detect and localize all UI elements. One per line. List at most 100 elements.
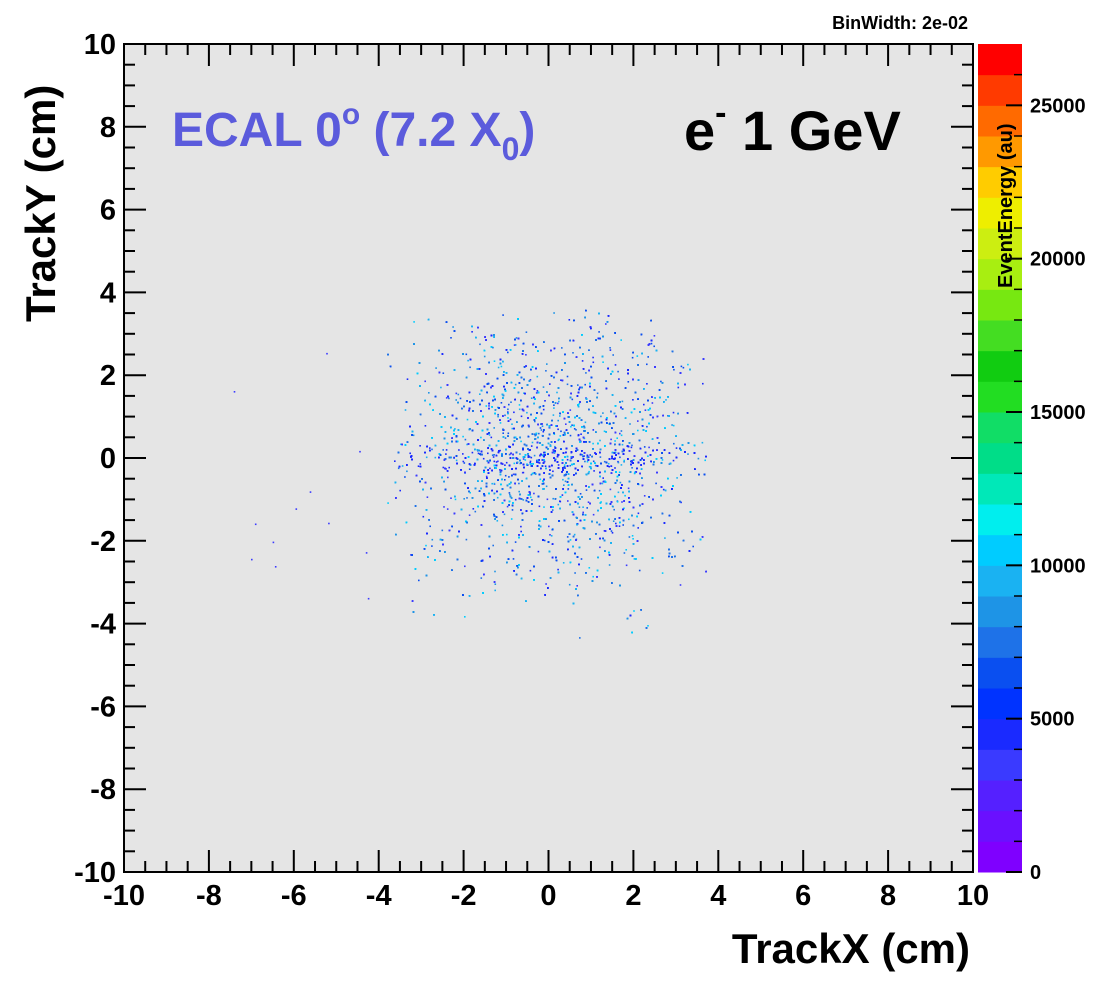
hit-point bbox=[557, 464, 560, 466]
hit-point bbox=[541, 425, 544, 427]
hit-point bbox=[587, 456, 590, 458]
hit-point bbox=[406, 378, 409, 380]
hit-point bbox=[618, 471, 621, 474]
hit-point bbox=[671, 424, 673, 426]
hit-point bbox=[582, 455, 584, 458]
hit-point bbox=[463, 498, 465, 500]
hit-point bbox=[637, 527, 639, 529]
hit-point bbox=[494, 589, 496, 592]
hit-point bbox=[557, 428, 559, 431]
hit-point bbox=[431, 545, 433, 547]
hit-point bbox=[622, 524, 624, 526]
hit-point bbox=[646, 383, 648, 385]
hit-point bbox=[623, 459, 625, 462]
hit-point bbox=[513, 344, 516, 346]
hit-point bbox=[588, 349, 590, 351]
hit-point bbox=[464, 616, 466, 618]
hit-point bbox=[543, 539, 546, 542]
hit-point bbox=[565, 423, 567, 425]
hit-point bbox=[429, 447, 431, 449]
hit-point bbox=[553, 433, 556, 435]
hit-point bbox=[552, 470, 554, 473]
hit-point bbox=[655, 482, 657, 485]
hit-point bbox=[602, 361, 604, 363]
hit-point bbox=[462, 460, 465, 463]
hit-point bbox=[431, 448, 433, 451]
hit-point bbox=[442, 449, 444, 451]
hit-point bbox=[610, 438, 612, 441]
hit-point bbox=[673, 442, 675, 445]
hit-point bbox=[424, 425, 427, 427]
hit-point bbox=[387, 502, 389, 504]
hit-point bbox=[526, 411, 528, 414]
hit-point bbox=[493, 427, 495, 429]
hit-point bbox=[662, 488, 665, 491]
hit-point bbox=[400, 443, 402, 446]
hit-point bbox=[497, 413, 499, 416]
hit-point bbox=[479, 393, 481, 395]
hit-point bbox=[604, 480, 606, 482]
hit-point bbox=[477, 452, 480, 455]
hit-point bbox=[618, 378, 620, 380]
hit-point bbox=[557, 402, 559, 405]
hit-point bbox=[466, 418, 469, 421]
hit-point bbox=[506, 505, 509, 508]
hit-point bbox=[466, 443, 468, 446]
hit-point bbox=[529, 569, 532, 572]
hit-point bbox=[594, 464, 597, 467]
hit-point bbox=[511, 423, 513, 425]
hit-point bbox=[612, 354, 614, 356]
hit-point bbox=[616, 501, 619, 503]
hit-point bbox=[559, 500, 561, 502]
hit-point bbox=[660, 380, 662, 383]
hit-point bbox=[494, 583, 497, 585]
hit-point bbox=[497, 406, 499, 409]
hit-point bbox=[482, 457, 485, 460]
hit-point bbox=[646, 363, 648, 366]
hit-point bbox=[573, 428, 576, 430]
hit-point bbox=[458, 449, 460, 451]
hit-point bbox=[636, 355, 639, 357]
hit-point bbox=[704, 459, 706, 462]
hit-point bbox=[687, 453, 689, 455]
hit-point bbox=[533, 454, 536, 457]
hit-point bbox=[562, 562, 565, 564]
hit-point bbox=[560, 379, 562, 381]
hit-point bbox=[502, 314, 504, 316]
hit-point bbox=[448, 397, 450, 400]
hit-point bbox=[538, 505, 541, 508]
hit-point bbox=[544, 400, 546, 402]
hit-point bbox=[508, 403, 510, 406]
hit-point bbox=[450, 497, 452, 499]
hit-point bbox=[650, 342, 653, 345]
hit-point bbox=[409, 452, 411, 455]
hit-point bbox=[621, 400, 624, 403]
hit-point bbox=[624, 494, 626, 497]
hit-point bbox=[551, 509, 554, 511]
hit-point bbox=[471, 331, 473, 333]
hit-point bbox=[653, 335, 656, 337]
hit-point bbox=[468, 468, 471, 470]
hit-point bbox=[611, 532, 614, 534]
hit-point bbox=[618, 525, 621, 527]
hit-point bbox=[619, 456, 621, 459]
hit-point bbox=[499, 449, 501, 452]
hit-point bbox=[464, 565, 466, 568]
hit-point bbox=[621, 443, 624, 446]
hit-point bbox=[457, 393, 460, 396]
hit-point bbox=[682, 366, 685, 369]
hit-point bbox=[585, 397, 587, 399]
hit-point bbox=[609, 347, 611, 349]
hit-point bbox=[545, 370, 547, 372]
hit-point bbox=[668, 463, 671, 465]
hit-point bbox=[692, 545, 694, 548]
hit-point bbox=[676, 477, 678, 479]
hit-point bbox=[614, 467, 616, 469]
hit-point bbox=[633, 558, 636, 560]
hit-point bbox=[445, 397, 448, 399]
hit-point bbox=[480, 436, 482, 439]
hit-point bbox=[463, 462, 466, 464]
hit-point bbox=[520, 440, 522, 443]
hit-point bbox=[493, 454, 495, 456]
hit-point bbox=[544, 465, 547, 467]
